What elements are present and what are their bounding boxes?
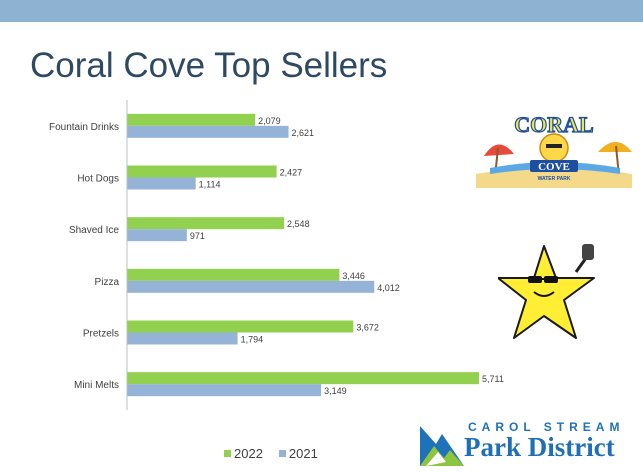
data-label-2021: 1,114 (199, 180, 221, 190)
data-label-2022: 2,548 (287, 219, 310, 229)
category-label: Pizza (95, 277, 120, 288)
bar-2022 (127, 217, 285, 230)
data-label-2022: 3,672 (356, 323, 379, 333)
coral-word: CORAL (514, 112, 593, 137)
legend: 2022 2021 (224, 446, 318, 461)
data-label-2021: 1,794 (241, 335, 264, 345)
bar-2022 (127, 268, 340, 281)
park-district-line1: CAROL STREAM (468, 420, 625, 434)
coral-cove-logo: CORAL COVE WATER PARK (476, 112, 632, 188)
data-label-2021: 2,621 (292, 128, 315, 138)
bar-2021 (127, 177, 196, 190)
data-label-2021: 971 (190, 231, 205, 241)
bar-2021 (127, 280, 375, 293)
park-district-logo: CAROL STREAM Park District (420, 420, 640, 472)
legend-swatch-2021 (278, 450, 286, 457)
legend-swatch-2022 (224, 450, 231, 457)
bar-2021 (127, 384, 322, 397)
bar-2021 (127, 125, 289, 138)
park-district-line2: Park District (464, 432, 615, 462)
slide-title: Coral Cove Top Sellers (30, 46, 388, 85)
star-mascot-icon (498, 244, 595, 339)
data-label-2022: 2,079 (258, 116, 281, 126)
legend-item-2022: 2022 (224, 446, 263, 461)
category-label: Mini Melts (74, 380, 119, 391)
bar-2021 (127, 229, 187, 242)
legend-label-2021: 2021 (288, 446, 318, 461)
data-label-2022: 3,446 (342, 271, 365, 281)
data-label-2021: 4,012 (377, 283, 400, 293)
bar-2022 (127, 113, 256, 126)
bar-2022 (127, 320, 354, 333)
water-park-word: WATER PARK (538, 176, 571, 182)
bar-2021 (127, 332, 238, 345)
data-label-2022: 5,711 (482, 374, 504, 384)
category-label: Hot Dogs (77, 174, 119, 185)
category-label: Fountain Drinks (49, 122, 119, 133)
category-label: Pretzels (83, 329, 119, 340)
park-district-mark-icon (420, 426, 464, 466)
bar-2022 (127, 372, 479, 385)
legend-label-2022: 2022 (234, 446, 263, 461)
category-label: Shaved Ice (69, 225, 119, 236)
bar-2022 (127, 165, 277, 178)
data-label-2021: 3,149 (324, 386, 347, 396)
top-band (0, 0, 643, 22)
legend-item-2021: 2021 (278, 446, 318, 461)
cove-word: COVE (538, 161, 570, 173)
data-label-2022: 2,427 (280, 168, 303, 178)
